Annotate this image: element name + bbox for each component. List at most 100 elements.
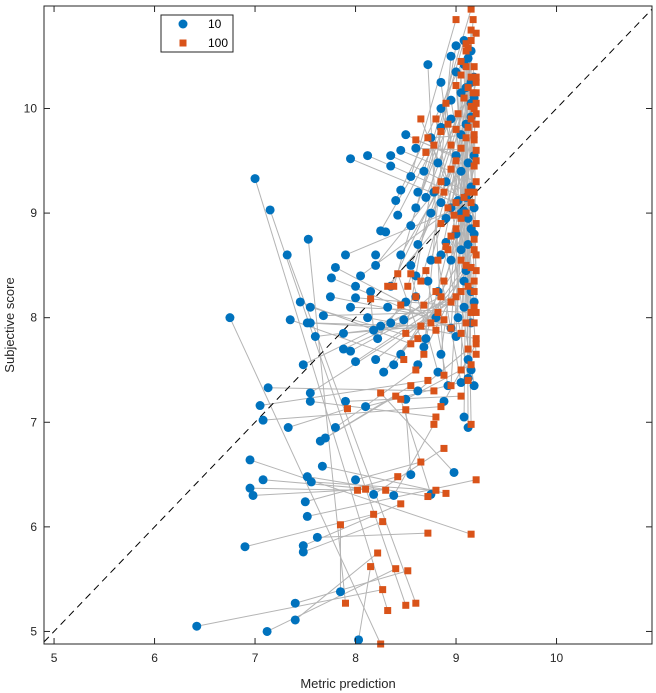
point-series-10	[250, 174, 260, 184]
point-series-100	[472, 178, 480, 186]
point-series-10	[258, 415, 268, 425]
point-series-10	[421, 334, 431, 344]
point-series-100	[394, 270, 402, 278]
point-series-100	[457, 144, 465, 152]
point-series-10	[419, 342, 429, 352]
point-series-100	[467, 26, 475, 34]
point-series-10	[383, 302, 393, 312]
point-series-10	[419, 166, 429, 176]
point-series-100	[374, 549, 382, 557]
point-series-100	[354, 486, 362, 494]
point-series-100	[467, 361, 475, 369]
point-series-100	[432, 115, 440, 123]
point-series-100	[472, 78, 480, 86]
x-tick-label: 10	[550, 651, 564, 665]
point-series-10	[369, 489, 379, 499]
point-series-100	[447, 298, 455, 306]
connector-line	[370, 298, 375, 331]
point-series-100	[427, 319, 435, 327]
connector-line	[335, 369, 417, 428]
point-series-100	[442, 489, 450, 497]
point-series-10	[346, 302, 356, 312]
point-series-100	[424, 134, 432, 142]
point-series-100	[397, 500, 405, 508]
point-series-10	[298, 547, 308, 557]
connector-line	[286, 254, 417, 604]
point-series-10	[258, 475, 268, 485]
point-series-100	[417, 277, 425, 285]
point-series-100	[447, 141, 455, 149]
point-series-100	[377, 389, 385, 397]
point-series-100	[447, 382, 455, 390]
point-series-10	[351, 281, 361, 291]
reference-line	[43, 8, 653, 643]
point-series-100	[469, 16, 477, 24]
point-series-100	[472, 29, 480, 37]
point-series-10	[413, 239, 423, 249]
point-series-10	[413, 187, 423, 197]
x-axis-label: Metric prediction	[300, 676, 395, 691]
point-series-10	[366, 287, 376, 297]
point-series-10	[265, 205, 275, 215]
point-series-100	[407, 270, 415, 278]
point-series-100	[472, 251, 480, 259]
point-series-100	[407, 382, 415, 390]
connector-line	[263, 406, 441, 421]
point-series-10	[401, 130, 411, 140]
point-series-100	[432, 288, 440, 296]
connector-line	[269, 209, 407, 606]
point-series-100	[447, 232, 455, 240]
point-series-10	[446, 51, 456, 61]
point-series-100	[472, 350, 480, 358]
point-series-10	[376, 321, 386, 331]
point-series-100	[420, 301, 428, 309]
point-series-10	[449, 467, 459, 477]
connector-line	[440, 92, 477, 355]
point-series-10	[298, 360, 308, 370]
series-10-points	[192, 36, 479, 645]
x-tick-label: 8	[352, 651, 359, 665]
point-series-100	[462, 209, 470, 217]
point-series-100	[467, 115, 475, 123]
point-series-100	[457, 329, 465, 337]
point-series-10	[386, 151, 396, 161]
point-series-100	[397, 301, 405, 309]
point-series-100	[470, 235, 478, 243]
point-series-10	[282, 250, 292, 260]
point-series-10	[446, 255, 456, 265]
connector-line	[311, 481, 436, 491]
point-series-100	[390, 282, 398, 290]
connector-line	[410, 273, 439, 373]
point-series-10	[456, 245, 466, 255]
connector-line	[250, 487, 358, 491]
point-series-100	[470, 319, 478, 327]
point-series-100	[447, 324, 455, 332]
point-series-100	[470, 303, 478, 311]
point-series-10	[463, 158, 473, 168]
point-series-100	[450, 211, 458, 219]
point-series-10	[393, 210, 403, 220]
point-series-100	[472, 476, 480, 484]
point-series-100	[470, 288, 478, 296]
point-series-100	[457, 214, 465, 222]
point-series-10	[255, 401, 265, 411]
point-series-100	[457, 71, 465, 79]
point-series-100	[447, 165, 455, 173]
point-series-100	[422, 148, 430, 156]
point-series-100	[437, 178, 445, 186]
point-series-100	[370, 510, 378, 518]
point-series-10	[413, 386, 423, 396]
point-series-10	[245, 455, 255, 465]
point-series-100	[452, 157, 460, 165]
point-series-10	[240, 542, 250, 552]
connector-line	[229, 317, 382, 645]
point-series-10	[340, 396, 350, 406]
point-series-10	[351, 475, 361, 485]
point-series-100	[464, 44, 472, 52]
point-series-10	[248, 490, 258, 500]
point-series-100	[384, 282, 392, 290]
connector-line	[307, 239, 346, 604]
point-series-10	[326, 273, 336, 283]
point-series-100	[454, 110, 462, 118]
connector-line	[397, 273, 425, 348]
